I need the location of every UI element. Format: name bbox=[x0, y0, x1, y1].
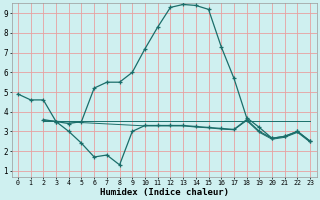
X-axis label: Humidex (Indice chaleur): Humidex (Indice chaleur) bbox=[100, 188, 228, 197]
